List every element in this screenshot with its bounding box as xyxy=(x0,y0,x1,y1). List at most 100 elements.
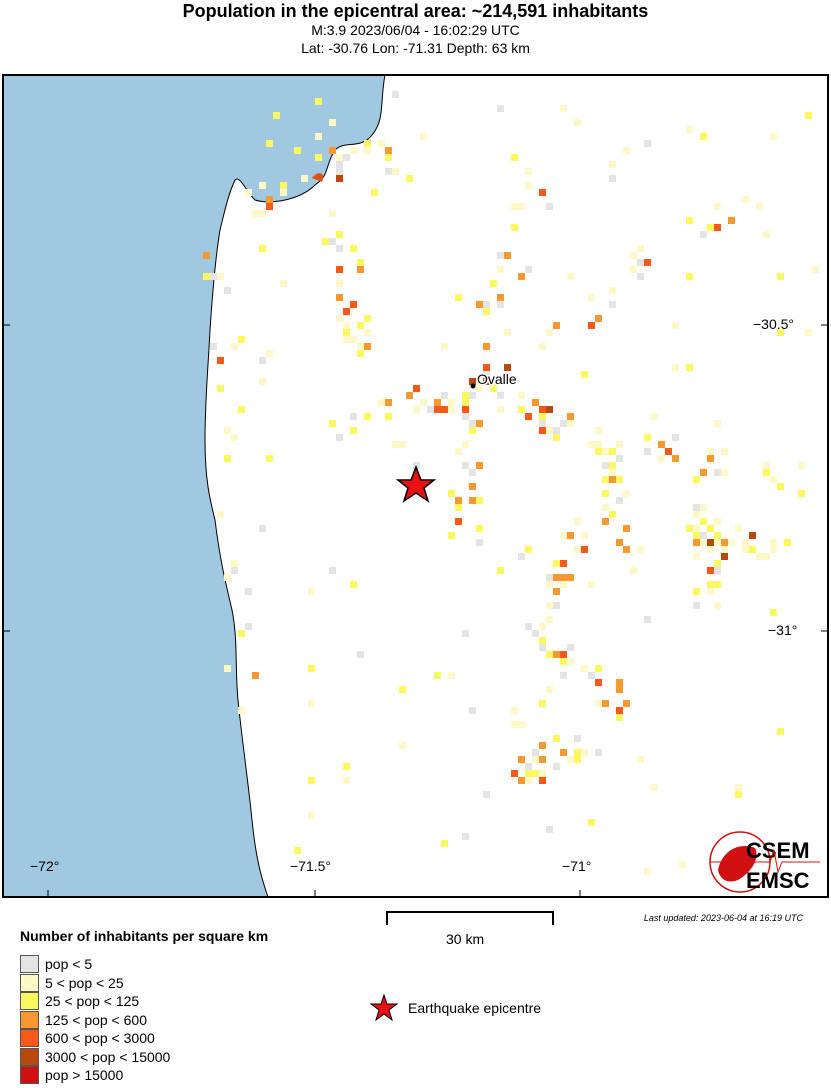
population-cell xyxy=(532,770,539,777)
epicentre-label: Earthquake epicentre xyxy=(408,1000,542,1016)
population-cell xyxy=(595,441,602,448)
population-cell xyxy=(217,511,224,518)
population-cell xyxy=(693,525,700,532)
population-cell xyxy=(714,602,721,609)
population-cell xyxy=(266,196,273,203)
population-cell xyxy=(364,140,371,147)
population-cell xyxy=(546,826,553,833)
population-cell xyxy=(357,259,364,266)
population-cell xyxy=(497,392,504,399)
population-cell xyxy=(546,686,553,693)
lon-tick-label: −71.5° xyxy=(290,858,332,874)
population-cell xyxy=(644,448,651,455)
population-cell xyxy=(651,413,658,420)
population-cell xyxy=(455,294,462,301)
population-cell xyxy=(455,504,462,511)
population-cell xyxy=(224,574,231,581)
population-cell xyxy=(560,105,567,112)
population-cell xyxy=(609,161,616,168)
population-cell xyxy=(588,294,595,301)
population-cell xyxy=(749,532,756,539)
population-cell xyxy=(777,273,784,280)
population-cell xyxy=(399,742,406,749)
population-cell xyxy=(567,532,574,539)
population-cell xyxy=(644,259,651,266)
population-cell xyxy=(518,203,525,210)
population-cell xyxy=(385,413,392,420)
legend-label: 3000 < pop < 15000 xyxy=(45,1048,171,1065)
legend-label: pop > 15000 xyxy=(45,1067,124,1083)
population-cell xyxy=(462,833,469,840)
population-cell xyxy=(749,546,756,553)
population-cell xyxy=(777,728,784,735)
population-cell xyxy=(329,420,336,427)
population-cell xyxy=(238,630,245,637)
population-cell xyxy=(686,126,693,133)
legend-item: 25 < pop < 125 xyxy=(20,992,139,1010)
population-cell xyxy=(210,343,217,350)
city-label: Ovalle xyxy=(477,371,517,387)
population-cell xyxy=(567,413,574,420)
population-cell xyxy=(714,224,721,231)
population-cell xyxy=(798,490,805,497)
population-cell xyxy=(511,707,518,714)
population-cell xyxy=(609,448,616,455)
population-cell xyxy=(707,539,714,546)
population-cell xyxy=(546,581,553,588)
ocean xyxy=(2,74,386,898)
legend-swatch xyxy=(20,973,39,992)
population-cell xyxy=(546,427,553,434)
population-cell xyxy=(609,469,616,476)
epicenter-star-icon[interactable] xyxy=(395,464,437,503)
population-cell xyxy=(329,567,336,574)
population-cell xyxy=(637,245,644,252)
population-cell xyxy=(336,280,343,287)
population-cell xyxy=(581,546,588,553)
population-cell xyxy=(700,518,707,525)
population-cell xyxy=(469,392,476,399)
population-cell xyxy=(259,378,266,385)
population-cell xyxy=(294,847,301,854)
population-cell xyxy=(518,406,525,413)
population-cell xyxy=(525,182,532,189)
population-cell xyxy=(784,539,791,546)
population-cell xyxy=(462,630,469,637)
population-cell xyxy=(518,553,525,560)
population-cell xyxy=(574,749,581,756)
population-cell xyxy=(672,322,679,329)
population-cell xyxy=(525,168,532,175)
population-cell xyxy=(462,413,469,420)
population-cell xyxy=(770,476,777,483)
city-coastal-cluster xyxy=(312,173,324,182)
population-cell xyxy=(763,553,770,560)
population-cell xyxy=(693,539,700,546)
population-cell xyxy=(693,504,700,511)
population-cell xyxy=(616,707,623,714)
population-cell xyxy=(560,651,567,658)
population-cell xyxy=(343,763,350,770)
population-cell xyxy=(497,301,504,308)
lon-tick-label: −72° xyxy=(30,858,60,874)
population-cell xyxy=(700,231,707,238)
legend-item: 600 < pop < 3000 xyxy=(20,1029,155,1047)
population-cell xyxy=(525,763,532,770)
population-cell xyxy=(343,154,350,161)
population-cell xyxy=(595,427,602,434)
population-cell xyxy=(455,518,462,525)
population-cell xyxy=(595,665,602,672)
population-cell xyxy=(217,385,224,392)
population-cell xyxy=(483,371,490,378)
population-cell xyxy=(721,539,728,546)
population-cell xyxy=(434,406,441,413)
population-cell xyxy=(714,581,721,588)
population-cell xyxy=(735,784,742,791)
population-cell xyxy=(343,322,350,329)
population-cell xyxy=(714,567,721,574)
population-cell xyxy=(546,406,553,413)
population-cell xyxy=(518,777,525,784)
population-cell xyxy=(518,392,525,399)
population-cell xyxy=(518,756,525,763)
population-cell xyxy=(763,231,770,238)
population-cell xyxy=(203,273,210,280)
population-cell xyxy=(707,448,714,455)
